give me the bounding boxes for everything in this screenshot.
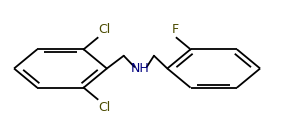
Text: Cl: Cl [99,101,111,114]
Text: NH: NH [131,62,150,75]
Text: Cl: Cl [99,23,111,36]
Text: F: F [172,23,179,36]
